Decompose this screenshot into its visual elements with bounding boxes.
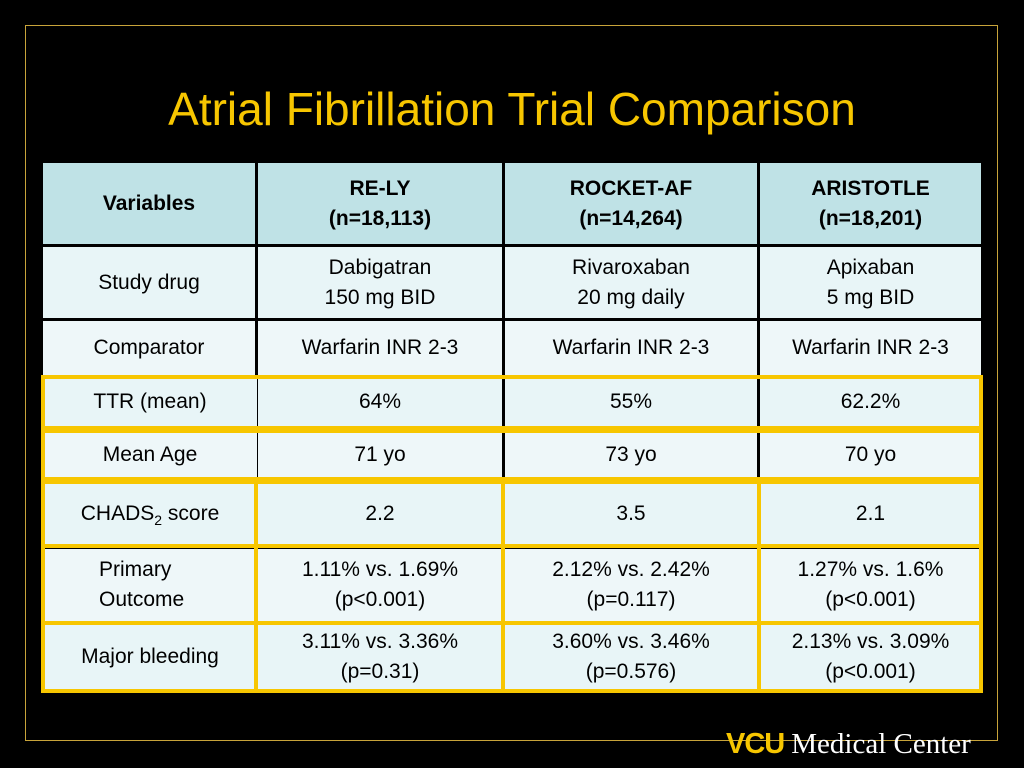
- cell-line: 3.11% vs. 3.36%: [301, 630, 459, 653]
- highlight-divider: [41, 621, 983, 625]
- table-cell: 2.13% vs. 3.09% (p<0.001): [760, 625, 981, 689]
- cell-line: 5 mg BID: [826, 285, 915, 309]
- row-label-text: Major bleeding: [81, 645, 219, 668]
- cell-line: (p<0.001): [825, 660, 916, 683]
- row-label-text: Mean Age: [102, 443, 198, 466]
- cell-line: 2.12% vs. 2.42%: [552, 558, 710, 581]
- cell-line: (p=0.31): [340, 660, 420, 683]
- table-cell: 2.2: [258, 483, 502, 545]
- highlight-divider: [41, 544, 983, 548]
- row-label-text: CHADS2 score: [43, 499, 257, 529]
- row-label-text: TTR (mean): [93, 390, 207, 413]
- cell-line: Warfarin INR 2-3: [552, 336, 710, 359]
- header-trial-name: ARISTOTLE: [811, 176, 930, 200]
- row-label-line: Outcome: [99, 588, 185, 611]
- table-cell: 62.2%: [760, 377, 981, 427]
- table-cell: Warfarin INR 2-3: [760, 321, 981, 375]
- highlight-divider: [757, 480, 761, 693]
- table-cell: 1.27% vs. 1.6% (p<0.001): [760, 549, 981, 621]
- cell-line: 20 mg daily: [577, 285, 685, 309]
- table-cell: 70 yo: [760, 431, 981, 479]
- table-cell: 2.12% vs. 2.42% (p=0.117): [505, 549, 757, 621]
- header-trial-n: (n=14,264): [579, 206, 683, 230]
- header-rocket-af: ROCKET-AF (n=14,264): [505, 163, 757, 244]
- table-cell: 3.11% vs. 3.36% (p=0.31): [258, 625, 502, 689]
- label-subscript: 2: [154, 512, 163, 529]
- cell-line: 1.11% vs. 1.69%: [301, 558, 459, 581]
- cell-line: Apixaban: [826, 255, 915, 279]
- table-cell: Dabigatran 150 mg BID: [258, 247, 502, 318]
- table-cell: 73 yo: [505, 431, 757, 479]
- highlight-divider: [254, 480, 258, 693]
- cell-line: Warfarin INR 2-3: [301, 336, 459, 359]
- table-cell: Warfarin INR 2-3: [258, 321, 502, 375]
- cell-line: 2.1: [855, 502, 886, 525]
- row-label-comparator: Comparator: [43, 321, 255, 375]
- cell-line: Warfarin INR 2-3: [792, 336, 949, 359]
- vcu-medical-center-logo: VCU Medical Center: [726, 728, 971, 760]
- logo-brand: VCU: [726, 728, 785, 760]
- table-cell: 2.1: [760, 483, 981, 545]
- cell-line: 2.13% vs. 3.09%: [791, 630, 950, 653]
- logo-name: Medical Center: [791, 728, 971, 760]
- table-cell: 64%: [258, 377, 502, 427]
- header-rely: RE-LY (n=18,113): [258, 163, 502, 244]
- cell-line: 3.5: [616, 502, 646, 525]
- cell-line: (p<0.001): [825, 588, 916, 611]
- header-trial-n: (n=18,201): [818, 206, 923, 230]
- cell-line: 70 yo: [844, 443, 897, 466]
- table-cell: 3.60% vs. 3.46% (p=0.576): [505, 625, 757, 689]
- table-cell: Warfarin INR 2-3: [505, 321, 757, 375]
- cell-line: (p<0.001): [334, 588, 426, 611]
- slide-title: Atrial Fibrillation Trial Comparison: [168, 83, 856, 135]
- header-variables: Variables: [43, 163, 255, 244]
- table-cell: Rivaroxaban 20 mg daily: [505, 247, 757, 318]
- header-label: Variables: [102, 191, 196, 215]
- table-cell: 55%: [505, 377, 757, 427]
- row-label-study-drug: Study drug: [43, 247, 255, 318]
- label-main: CHADS: [80, 502, 155, 525]
- table-cell: 1.11% vs. 1.69% (p<0.001): [258, 549, 502, 621]
- row-label-ttr: TTR (mean): [43, 377, 257, 427]
- cell-line: 71 yo: [354, 443, 406, 466]
- cell-line: 3.60% vs. 3.46%: [552, 630, 710, 653]
- header-aristotle: ARISTOTLE (n=18,201): [760, 163, 981, 244]
- row-label-text: Study drug: [98, 270, 200, 294]
- table-cell: 71 yo: [258, 431, 502, 479]
- row-label-primary-outcome: Primary Outcome: [43, 549, 257, 621]
- table-cell: Apixaban 5 mg BID: [760, 247, 981, 318]
- cell-line: 150 mg BID: [324, 285, 436, 309]
- slide-frame: [25, 25, 998, 741]
- cell-line: (p=0.576): [585, 660, 677, 683]
- highlight-divider: [501, 480, 505, 693]
- row-label-chads2: CHADS2 score: [43, 483, 257, 545]
- row-label-major-bleeding: Major bleeding: [43, 625, 257, 689]
- cell-line: (p=0.117): [586, 588, 676, 611]
- cell-line: 2.2: [365, 502, 395, 525]
- row-label-mean-age: Mean Age: [43, 431, 257, 479]
- cell-line: Rivaroxaban: [572, 255, 690, 279]
- row-label-line: Primary: [99, 558, 172, 581]
- cell-line: 64%: [358, 390, 402, 413]
- cell-line: 1.27% vs. 1.6%: [797, 558, 944, 581]
- table-cell: 3.5: [505, 483, 757, 545]
- header-trial-n: (n=18,113): [328, 206, 432, 230]
- cell-line: Dabigatran: [328, 255, 432, 279]
- cell-line: 55%: [609, 390, 653, 413]
- header-trial-name: ROCKET-AF: [569, 176, 693, 200]
- header-trial-name: RE-LY: [349, 176, 411, 200]
- row-label-text: Comparator: [93, 336, 205, 359]
- cell-line: 73 yo: [605, 443, 657, 466]
- cell-line: 62.2%: [840, 390, 901, 413]
- label-tail: score: [162, 502, 220, 525]
